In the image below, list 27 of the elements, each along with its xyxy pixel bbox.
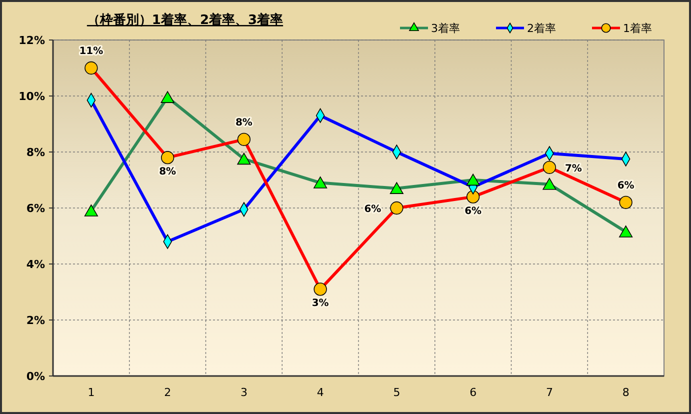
x-tick-label: 2 <box>164 386 172 399</box>
y-tick-label: 0% <box>26 370 45 383</box>
data-label: 11% <box>79 46 104 57</box>
x-tick-label: 7 <box>546 386 553 399</box>
y-tick-label: 2% <box>26 314 45 327</box>
data-label: 8% <box>159 166 176 178</box>
legend-label: 3着率 <box>431 22 460 35</box>
x-tick-label: 5 <box>393 386 400 399</box>
y-tick-label: 12% <box>18 34 45 47</box>
data-label: 7% <box>564 163 582 174</box>
y-tick-label: 6% <box>26 202 45 215</box>
y-tick-label: 4% <box>26 258 45 271</box>
x-tick-label: 1 <box>88 386 95 399</box>
legend-label: 2着率 <box>527 22 556 35</box>
x-tick-label: 8 <box>622 386 630 399</box>
x-tick-label: 4 <box>316 386 324 399</box>
data-label: 8% <box>235 117 252 128</box>
data-label: 6% <box>364 204 382 215</box>
y-tick-label: 10% <box>18 90 45 103</box>
chart-title: （枠番別）1着率、2着率、3着率 <box>86 12 284 28</box>
y-tick-label: 8% <box>26 146 45 159</box>
x-tick-label: 6 <box>470 386 477 399</box>
legend-label: 1着率 <box>623 22 652 35</box>
data-label: 6% <box>617 180 634 192</box>
x-tick-label: 3 <box>240 386 248 399</box>
data-label: 6% <box>464 206 482 217</box>
data-label: 3% <box>312 298 329 310</box>
